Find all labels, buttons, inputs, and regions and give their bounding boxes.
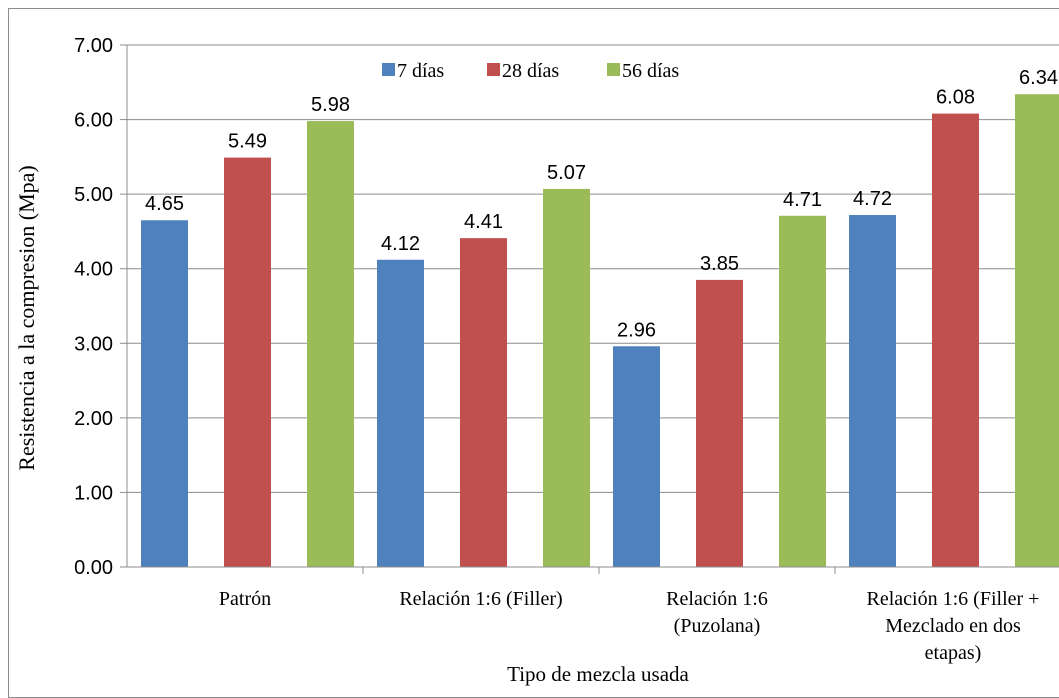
bar xyxy=(377,259,424,567)
bar xyxy=(849,215,896,567)
data-label: 4.65 xyxy=(145,193,184,215)
data-label: 5.98 xyxy=(311,94,350,116)
legend-swatch xyxy=(487,63,500,76)
bar xyxy=(696,279,743,567)
data-label: 5.07 xyxy=(547,162,586,184)
data-label: 3.85 xyxy=(700,253,739,275)
x-tick-label-line: Relación 1:6 (Filler) xyxy=(399,588,562,610)
data-label: 4.12 xyxy=(381,233,420,255)
bar xyxy=(779,215,826,568)
y-tick-label: 7.00 xyxy=(74,35,113,57)
y-tick-label: 4.00 xyxy=(74,259,113,281)
bar xyxy=(224,157,271,568)
data-label: 4.71 xyxy=(783,189,822,211)
y-tick-label: 3.00 xyxy=(74,333,113,355)
x-tick-label-line: (Puzolana) xyxy=(674,615,761,637)
bar xyxy=(543,188,590,567)
legend-swatch xyxy=(382,63,395,76)
data-label: 4.72 xyxy=(853,188,892,210)
data-labels: 4.65 4.12 2.96 4.72 5.49 4.41 3.85 6.08 5.98 5.07… xyxy=(145,67,1058,341)
x-axis-label: Tipo de mezcla usada xyxy=(507,662,689,686)
x-tick-label-line: Relación 1:6 (Filler + xyxy=(867,588,1040,610)
y-tick-label: 5.00 xyxy=(74,184,113,206)
x-tick-label-line: Mezclado en dos xyxy=(885,615,1021,637)
bar xyxy=(932,113,979,567)
y-tick-label: 0.00 xyxy=(74,557,113,579)
x-tick-label: Relación 1:6 (Filler) xyxy=(399,588,562,610)
x-tick-label-line: Relación 1:6 xyxy=(666,588,768,610)
legend-label: 7 días xyxy=(397,60,444,82)
y-tick-label: 6.00 xyxy=(74,110,113,132)
data-label: 2.96 xyxy=(617,319,656,341)
legend-label: 28 días xyxy=(502,60,559,82)
bar xyxy=(1015,94,1059,568)
x-tick-label: Relación 1:6 (Filler + Mezclado en dos eta… xyxy=(867,588,1040,664)
data-label: 6.34 xyxy=(1019,67,1058,89)
legend: 7 días 28 días 56 días xyxy=(382,60,679,82)
x-tick-label: Relación 1:6 (Puzolana) xyxy=(666,588,768,637)
data-label: 6.08 xyxy=(936,87,975,109)
data-label: 4.41 xyxy=(464,211,503,233)
y-tick-label: 1.00 xyxy=(74,482,113,504)
axes: 0.00 1.00 2.00 3.00 4.00 5.00 6.00 7.00 Patrón Re… xyxy=(74,35,1059,664)
bar xyxy=(307,121,354,567)
y-tick-label: 2.00 xyxy=(74,408,113,430)
bar xyxy=(613,346,660,567)
legend-label: 56 días xyxy=(622,60,679,82)
x-tick-label-line: etapas) xyxy=(925,642,982,664)
bars xyxy=(141,94,1059,568)
data-label: 5.49 xyxy=(228,131,267,153)
legend-swatch xyxy=(607,63,620,76)
bar xyxy=(141,220,188,567)
x-tick-label-line: Patrón xyxy=(219,588,271,610)
y-axis-label: Resistencia a la compresion (Mpa) xyxy=(14,165,39,470)
gridlines xyxy=(127,44,1059,493)
x-tick-label: Patrón xyxy=(219,588,271,610)
bar xyxy=(460,238,507,567)
